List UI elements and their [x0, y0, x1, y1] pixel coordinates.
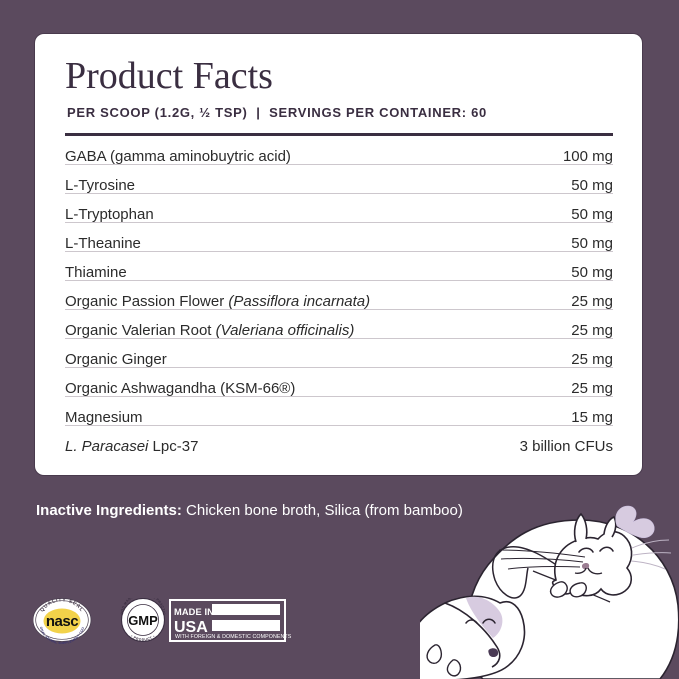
svg-text:GMP: GMP: [128, 613, 158, 628]
svg-text:nasc: nasc: [46, 613, 78, 630]
svg-text:WITH FOREIGN & DOMESTIC COMPON: WITH FOREIGN & DOMESTIC COMPONENTS: [175, 634, 292, 640]
svg-text:MADE IN: MADE IN: [174, 607, 214, 617]
